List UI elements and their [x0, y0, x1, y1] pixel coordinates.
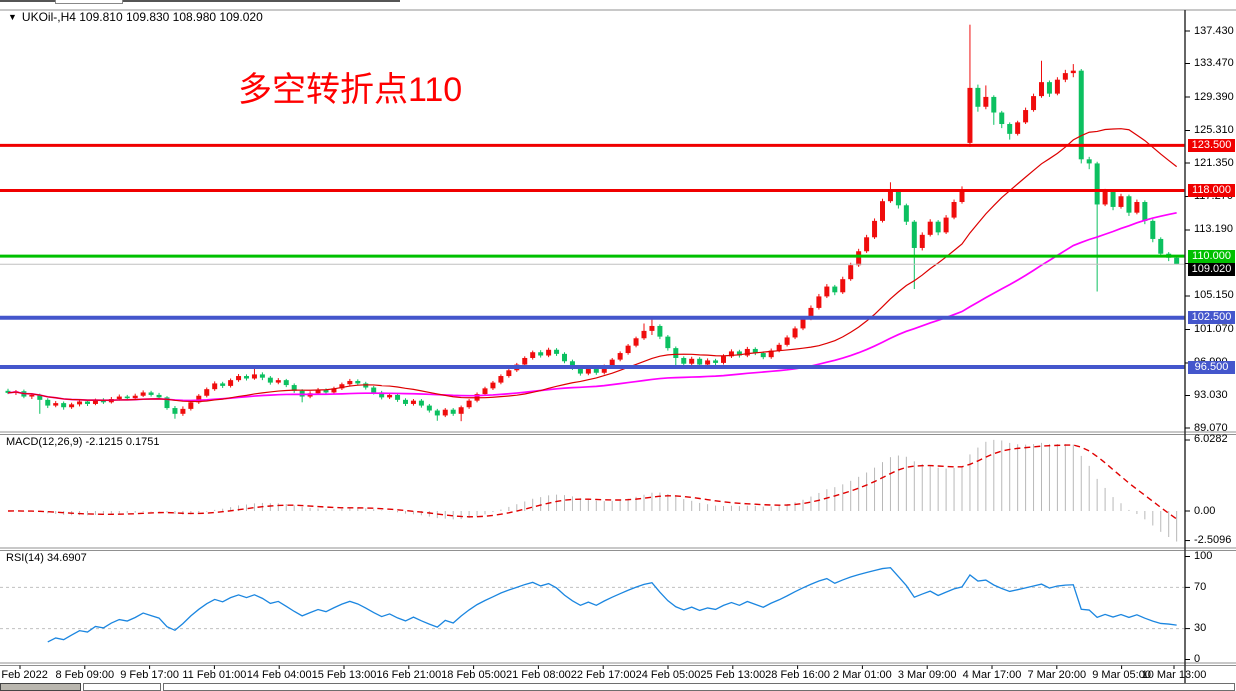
- legend-text: UKOil-,H4 109.810 109.830 108.980 109.02…: [21, 10, 263, 24]
- price-axis-tick-label: 89.070: [1194, 421, 1228, 434]
- time-axis-label: 8 Feb 09:00: [55, 669, 115, 681]
- price-axis-tick-label: 125.310: [1194, 123, 1234, 136]
- price-level-badge-96.500: 96.500: [1188, 360, 1235, 374]
- macd-indicator-label: MACD(12,26,9) -2.1215 0.1751: [6, 436, 160, 448]
- window-top-notch: [55, 0, 123, 4]
- time-axis-label: 4 Mar 17:00: [962, 669, 1022, 681]
- time-axis-label: 25 Feb 13:00: [700, 669, 766, 681]
- price-axis-tick-label: 101.070: [1194, 322, 1234, 335]
- current-price-badge: 109.020: [1188, 262, 1235, 276]
- rsi-axis-tick-label: 0: [1194, 653, 1201, 665]
- price-axis-tick-label: 121.350: [1194, 156, 1234, 169]
- price-axis-tick-label: 105.150: [1194, 289, 1234, 302]
- time-axis-label: 11 Feb 01:00: [182, 669, 247, 681]
- time-axis-label: 15 Feb 13:00: [311, 669, 377, 681]
- time-axis-label: 24 Feb 05:00: [635, 669, 701, 681]
- price-axis-tick-label: 113.190: [1194, 223, 1233, 236]
- rsi-axis-tick-label: 30: [1194, 622, 1207, 635]
- price-level-badge-102.500: 102.500: [1188, 311, 1235, 325]
- scrollbar-region-left[interactable]: [0, 683, 81, 691]
- time-axis-label: 28 Feb 16:00: [765, 669, 831, 681]
- price-axis-tick-label: 133.470: [1194, 57, 1234, 69]
- horizontal-scrollbar[interactable]: [0, 683, 1236, 691]
- macd-signal-line: [7, 444, 1178, 520]
- grid-and-borders: [0, 9, 1236, 683]
- time-axis-label: 21 Feb 08:00: [505, 669, 571, 681]
- time-axis-label: 9 Mar 05:00: [1092, 669, 1151, 681]
- level-lines-layer[interactable]: [0, 143, 1185, 370]
- time-axis-label: 10 Mar 13:00: [1141, 669, 1207, 681]
- moving-averages-layer: [7, 128, 1178, 403]
- macd-axis-tick-label: 0.00: [1194, 504, 1216, 517]
- time-axis-label: 9 Feb 17:00: [120, 669, 179, 681]
- price-axis-tick-label: 129.390: [1194, 90, 1234, 103]
- time-axis-label: 7 Mar 20:00: [1027, 669, 1087, 681]
- symbol-ohlc-legend: ▼ UKOil-,H4 109.810 109.830 108.980 109.0…: [8, 10, 263, 24]
- rsi-indicator-label: RSI(14) 34.6907: [6, 552, 87, 564]
- price-level-badge-118.000: 118.000: [1188, 184, 1235, 197]
- collapse-arrow-icon[interactable]: ▼: [8, 12, 17, 22]
- rsi-line: [0, 567, 1185, 643]
- time-axis-label: 3 Mar 09:00: [897, 669, 957, 681]
- scrollbar-region-right[interactable]: [163, 683, 1235, 691]
- time-axis-label: 14 Feb 04:00: [246, 669, 312, 681]
- rsi-axis-tick-label: 100: [1194, 550, 1213, 562]
- macd-histogram: [15, 439, 1178, 542]
- macd-axis-tick-label: 6.0282: [1194, 433, 1228, 446]
- scrollbar-thumb[interactable]: [83, 683, 161, 691]
- rsi-axis-tick-label: 70: [1194, 580, 1207, 593]
- time-axis-label: 18 Feb 05:00: [441, 669, 507, 681]
- price-axis-tick-label: 137.430: [1194, 24, 1234, 37]
- window-top-border: [0, 0, 400, 2]
- macd-axis-tick-label: -2.5096: [1194, 534, 1232, 547]
- price-axis-tick-label: 93.030: [1194, 388, 1228, 401]
- price-level-badge-110.000: 110.000: [1188, 249, 1235, 263]
- time-axis-label: 2 Mar 01:00: [833, 669, 892, 681]
- time-axis-label: 22 Feb 17:00: [570, 669, 636, 681]
- time-axis-label: 16 Feb 21:00: [376, 669, 442, 681]
- time-axis-label: 7 Feb 2022: [0, 669, 48, 681]
- chart-annotation-text: 多空转折点110: [238, 71, 463, 109]
- price-level-badge-123.500: 123.500: [1188, 138, 1235, 152]
- candles-layer: [5, 24, 1180, 422]
